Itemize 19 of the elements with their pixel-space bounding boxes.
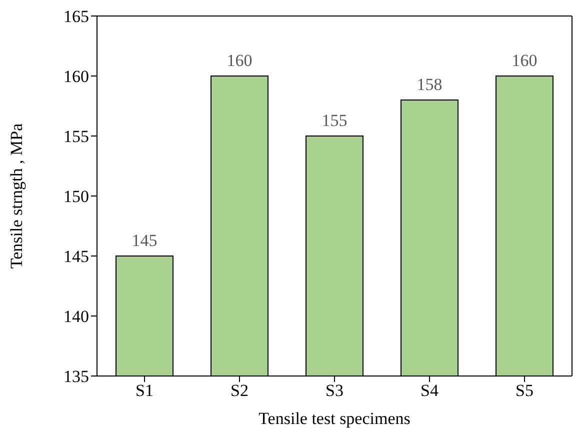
x-tick-label: S5: [516, 381, 534, 400]
x-tick-label: S3: [326, 381, 344, 400]
y-tick-label: 140: [64, 307, 89, 326]
y-tick-label: 160: [64, 67, 89, 86]
x-tick-label: S4: [420, 381, 439, 400]
y-axis-title: Tensile strngth , MPa: [7, 122, 26, 269]
y-tick-label: 165: [64, 7, 89, 26]
data-label: 160: [512, 51, 538, 70]
x-tick-label: S1: [136, 381, 154, 400]
y-tick-label: 135: [64, 367, 89, 386]
data-label: 160: [226, 51, 252, 70]
data-label: 155: [322, 111, 348, 130]
y-tick-label: 145: [64, 247, 89, 266]
data-label: 158: [416, 75, 442, 94]
y-tick-label: 150: [64, 187, 89, 206]
x-tick-label: S2: [230, 381, 248, 400]
x-axis-title: Tensile test specimens: [258, 409, 410, 428]
data-label: 145: [132, 231, 158, 250]
y-tick-label: 155: [64, 127, 89, 146]
